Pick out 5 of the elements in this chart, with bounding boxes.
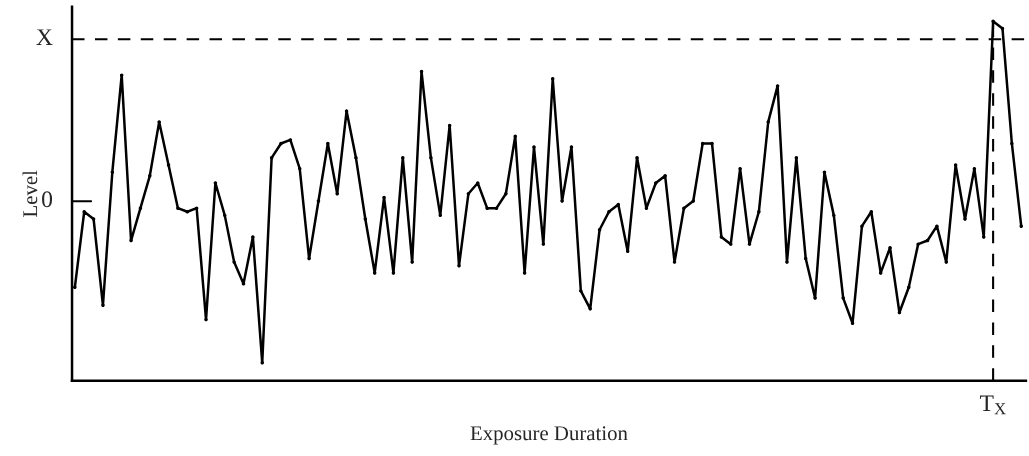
text: T$_{X}$ [979, 395, 1006, 415]
y-axis-title: Level [22, 170, 38, 217]
text: 0 [42, 191, 53, 208]
ref-line-label: X [36, 29, 53, 45]
x-axis-title: Exposure Duration [470, 426, 628, 445]
